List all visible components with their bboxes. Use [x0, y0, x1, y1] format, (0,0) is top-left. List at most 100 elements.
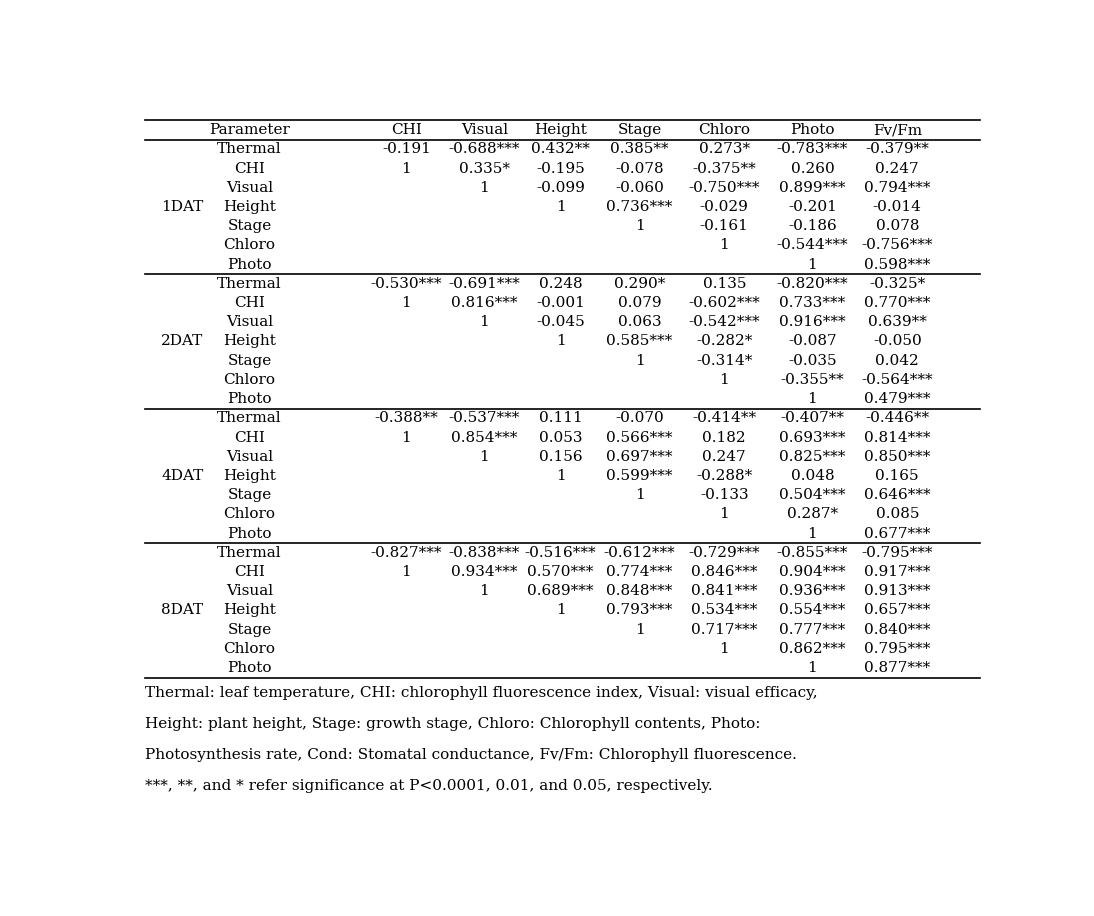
Text: -0.729***: -0.729***	[688, 546, 760, 560]
Text: Photo: Photo	[228, 661, 271, 675]
Text: -0.045: -0.045	[536, 315, 585, 329]
Text: 0.936***: 0.936***	[779, 584, 846, 598]
Text: 0.554***: 0.554***	[779, 604, 846, 617]
Text: -0.035: -0.035	[788, 354, 837, 367]
Text: Chloro: Chloro	[223, 373, 276, 387]
Text: 1: 1	[479, 584, 489, 598]
Text: 0.736***: 0.736***	[606, 200, 673, 214]
Text: -0.070: -0.070	[615, 411, 664, 425]
Text: 0.904***: 0.904***	[779, 565, 846, 579]
Text: 0.899***: 0.899***	[779, 180, 846, 195]
Text: 0.846***: 0.846***	[691, 565, 757, 579]
Text: -0.820***: -0.820***	[777, 277, 848, 290]
Text: 0.697***: 0.697***	[606, 450, 673, 463]
Text: 0.273*: 0.273*	[699, 142, 749, 157]
Text: Visual: Visual	[226, 180, 274, 195]
Text: 1: 1	[401, 161, 411, 176]
Text: Photo: Photo	[228, 257, 271, 272]
Text: -0.060: -0.060	[615, 180, 664, 195]
Text: 0.795***: 0.795***	[864, 642, 931, 656]
Text: 1: 1	[479, 180, 489, 195]
Text: 0.247: 0.247	[702, 450, 746, 463]
Text: Stage: Stage	[228, 488, 271, 502]
Text: -0.133: -0.133	[700, 488, 748, 502]
Text: -0.014: -0.014	[873, 200, 922, 214]
Text: 1: 1	[807, 527, 817, 540]
Text: -0.186: -0.186	[788, 219, 837, 234]
Text: 0.048: 0.048	[791, 469, 835, 483]
Text: -0.688***: -0.688***	[449, 142, 520, 157]
Text: 0.693***: 0.693***	[779, 431, 846, 444]
Text: -0.756***: -0.756***	[861, 238, 933, 253]
Text: 0.677***: 0.677***	[864, 527, 931, 540]
Text: 0.934***: 0.934***	[451, 565, 517, 579]
Text: 2DAT: 2DAT	[162, 334, 203, 348]
Text: -0.325*: -0.325*	[869, 277, 926, 290]
Text: Stage: Stage	[617, 123, 662, 137]
Text: Visual: Visual	[226, 315, 274, 329]
Text: 1: 1	[635, 623, 644, 637]
Text: 1: 1	[635, 219, 644, 234]
Text: -0.446**: -0.446**	[865, 411, 929, 425]
Text: -0.288*: -0.288*	[696, 469, 753, 483]
Text: -0.282*: -0.282*	[696, 334, 753, 348]
Text: Photosynthesis rate, Cond: Stomatal conductance, Fv/Fm: Chlorophyll fluorescence: Photosynthesis rate, Cond: Stomatal cond…	[146, 748, 798, 762]
Text: Thermal: Thermal	[218, 277, 282, 290]
Text: -0.795***: -0.795***	[861, 546, 933, 560]
Text: -0.544***: -0.544***	[777, 238, 848, 253]
Text: Height: Height	[223, 604, 276, 617]
Text: 0.862***: 0.862***	[779, 642, 846, 656]
Text: 0.156: 0.156	[539, 450, 582, 463]
Text: 1DAT: 1DAT	[162, 200, 203, 214]
Text: 0.290*: 0.290*	[614, 277, 665, 290]
Text: 1: 1	[401, 565, 411, 579]
Text: -0.564***: -0.564***	[861, 373, 933, 387]
Text: 0.877***: 0.877***	[864, 661, 930, 675]
Text: ***, **, and * refer significance at P<0.0001, 0.01, and 0.05, respectively.: ***, **, and * refer significance at P<0…	[146, 780, 713, 793]
Text: 0.063: 0.063	[618, 315, 662, 329]
Text: 1: 1	[556, 469, 566, 483]
Text: Photo: Photo	[790, 123, 835, 137]
Text: 0.287*: 0.287*	[787, 507, 838, 521]
Text: 0.825***: 0.825***	[779, 450, 846, 463]
Text: 0.570***: 0.570***	[527, 565, 594, 579]
Text: -0.691***: -0.691***	[449, 277, 521, 290]
Text: 1: 1	[479, 315, 489, 329]
Text: -0.388**: -0.388**	[374, 411, 439, 425]
Text: CHI: CHI	[234, 296, 265, 310]
Text: 1: 1	[720, 507, 730, 521]
Text: 0.260: 0.260	[791, 161, 835, 176]
Text: 0.841***: 0.841***	[691, 584, 757, 598]
Text: -0.407**: -0.407**	[780, 411, 845, 425]
Text: -0.001: -0.001	[536, 296, 585, 310]
Text: 0.916***: 0.916***	[779, 315, 846, 329]
Text: Height: Height	[223, 200, 276, 214]
Text: 1: 1	[720, 642, 730, 656]
Text: Chloro: Chloro	[223, 507, 276, 521]
Text: 0.777***: 0.777***	[779, 623, 846, 637]
Text: 0.504***: 0.504***	[779, 488, 846, 502]
Text: 0.689***: 0.689***	[527, 584, 594, 598]
Text: CHI: CHI	[234, 431, 265, 444]
Text: -0.537***: -0.537***	[449, 411, 520, 425]
Text: Thermal: Thermal	[218, 411, 282, 425]
Text: 0.913***: 0.913***	[864, 584, 931, 598]
Text: 0.917***: 0.917***	[864, 565, 931, 579]
Text: -0.827***: -0.827***	[371, 546, 442, 560]
Text: 0.814***: 0.814***	[864, 431, 931, 444]
Text: -0.530***: -0.530***	[371, 277, 442, 290]
Text: Thermal: Thermal	[218, 546, 282, 560]
Text: -0.855***: -0.855***	[777, 546, 848, 560]
Text: 0.135: 0.135	[702, 277, 746, 290]
Text: 1: 1	[635, 354, 644, 367]
Text: Chloro: Chloro	[223, 238, 276, 253]
Text: Stage: Stage	[228, 354, 271, 367]
Text: 0.848***: 0.848***	[606, 584, 673, 598]
Text: -0.087: -0.087	[788, 334, 837, 348]
Text: -0.379**: -0.379**	[865, 142, 929, 157]
Text: 0.165: 0.165	[875, 469, 919, 483]
Text: -0.375**: -0.375**	[693, 161, 756, 176]
Text: -0.516***: -0.516***	[525, 546, 596, 560]
Text: Visual: Visual	[461, 123, 508, 137]
Text: CHI: CHI	[391, 123, 422, 137]
